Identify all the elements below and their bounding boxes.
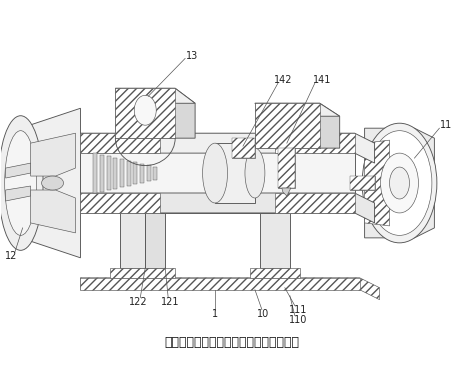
Polygon shape <box>115 88 195 138</box>
Polygon shape <box>81 133 160 153</box>
Polygon shape <box>255 103 340 148</box>
Polygon shape <box>255 103 320 148</box>
Polygon shape <box>140 164 144 183</box>
Text: 122: 122 <box>129 297 148 306</box>
Text: 10: 10 <box>257 309 269 318</box>
Polygon shape <box>147 165 150 181</box>
Text: 141: 141 <box>313 75 331 85</box>
Polygon shape <box>120 159 124 187</box>
Polygon shape <box>115 88 175 138</box>
Ellipse shape <box>203 143 227 203</box>
Polygon shape <box>364 128 434 238</box>
Text: 111: 111 <box>288 305 307 315</box>
Polygon shape <box>282 188 291 196</box>
Polygon shape <box>133 162 138 184</box>
Text: 121: 121 <box>161 297 180 306</box>
Polygon shape <box>81 193 160 213</box>
Text: 110: 110 <box>288 315 307 325</box>
Polygon shape <box>113 157 117 188</box>
Polygon shape <box>120 213 145 268</box>
Polygon shape <box>31 133 75 176</box>
Polygon shape <box>350 176 375 190</box>
Polygon shape <box>255 103 320 148</box>
Ellipse shape <box>389 167 409 199</box>
Text: 11: 11 <box>440 120 452 130</box>
Polygon shape <box>21 108 81 258</box>
Polygon shape <box>6 186 31 201</box>
Polygon shape <box>31 190 75 233</box>
Polygon shape <box>6 163 31 178</box>
Polygon shape <box>106 156 111 190</box>
Text: 142: 142 <box>274 75 292 85</box>
Polygon shape <box>250 268 300 278</box>
Polygon shape <box>100 155 104 191</box>
Ellipse shape <box>381 153 419 213</box>
Polygon shape <box>81 278 380 300</box>
Ellipse shape <box>134 95 156 125</box>
Polygon shape <box>275 193 355 213</box>
Polygon shape <box>81 133 375 163</box>
Polygon shape <box>115 88 175 138</box>
Polygon shape <box>110 268 175 278</box>
Polygon shape <box>127 161 131 186</box>
Polygon shape <box>275 133 355 153</box>
Polygon shape <box>81 133 355 213</box>
Polygon shape <box>255 103 340 116</box>
Polygon shape <box>232 138 255 158</box>
Polygon shape <box>278 148 295 188</box>
Polygon shape <box>364 140 389 226</box>
Text: 1: 1 <box>212 309 218 318</box>
Ellipse shape <box>5 131 37 235</box>
Polygon shape <box>81 193 375 223</box>
Polygon shape <box>278 148 295 188</box>
Text: 12: 12 <box>5 251 17 261</box>
Polygon shape <box>260 213 290 268</box>
Ellipse shape <box>42 176 63 190</box>
Polygon shape <box>232 138 255 158</box>
Polygon shape <box>81 278 360 290</box>
Ellipse shape <box>245 148 265 198</box>
Polygon shape <box>94 153 97 193</box>
Polygon shape <box>153 167 157 179</box>
Polygon shape <box>115 88 195 103</box>
Text: 图为本实用新型旋进旋涡流量计的剖视图: 图为本实用新型旋进旋涡流量计的剖视图 <box>164 336 300 349</box>
Ellipse shape <box>0 116 43 251</box>
Ellipse shape <box>362 123 437 243</box>
Polygon shape <box>215 143 255 203</box>
Ellipse shape <box>367 131 432 235</box>
Polygon shape <box>145 213 165 268</box>
Polygon shape <box>350 176 375 190</box>
Text: 13: 13 <box>186 51 198 61</box>
